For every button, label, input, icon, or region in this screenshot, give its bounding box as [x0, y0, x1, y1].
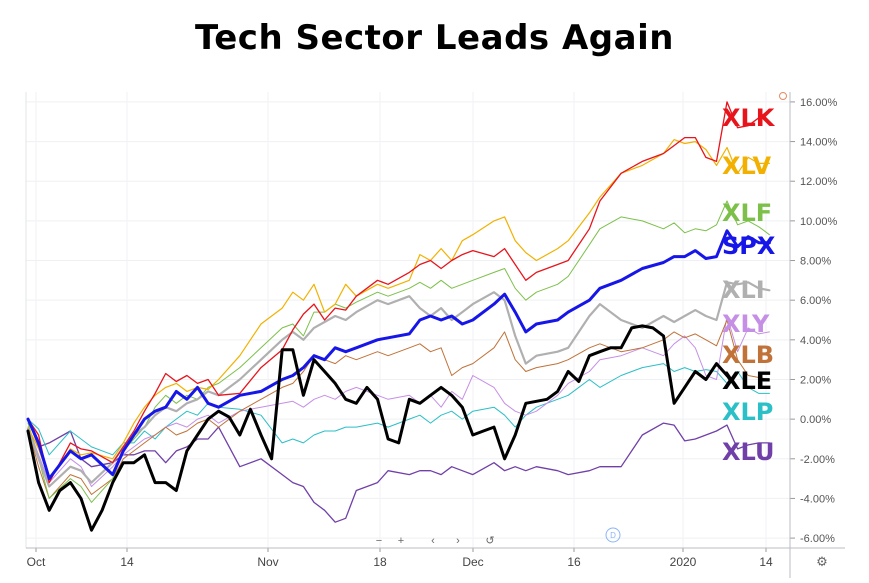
- zoom-in-button[interactable]: +: [398, 535, 404, 547]
- legend-label-spx: SPX: [722, 232, 776, 260]
- y-tick-label: -2.00%: [800, 454, 835, 466]
- legend-label-xlf: XLF: [722, 199, 772, 227]
- series-line-xli: [26, 281, 771, 488]
- x-tick-label: 14: [120, 555, 134, 569]
- y-tick-label: 2.00%: [800, 374, 831, 386]
- x-axis-ticks: Oct 14 Nov 18 Dec 16 2020 14: [27, 548, 773, 569]
- settings-gear-icon[interactable]: ⚙: [816, 555, 828, 570]
- legend-label-xly: XLY: [722, 310, 770, 338]
- y-tick-label: -4.00%: [800, 493, 835, 505]
- series-lines: [26, 101, 771, 532]
- reset-button[interactable]: ↺: [485, 535, 494, 547]
- y-tick-label: -6.00%: [800, 533, 835, 545]
- x-tick-label: 18: [373, 555, 387, 569]
- scroll-right-button[interactable]: ›: [456, 535, 460, 547]
- x-tick-label: 16: [567, 555, 581, 569]
- y-tick-label: 10.00%: [800, 216, 838, 228]
- legend-label-xlb: XLB: [722, 341, 774, 369]
- chart-title: Tech Sector Leads Again: [195, 18, 674, 58]
- series-line-xlf: [27, 200, 770, 503]
- marker-badge-icon[interactable]: [605, 527, 621, 543]
- chart-frame: [25, 92, 845, 578]
- y-tick-label: 14.00%: [800, 137, 838, 149]
- y-axis-ticks: 16.00% 14.00% 12.00% 10.00% 8.00% 6.00% 4.00% 2…: [790, 97, 838, 545]
- y-tick-label: 0.00%: [800, 414, 831, 426]
- series-line-xlk: [27, 101, 771, 484]
- scroll-left-button[interactable]: ‹: [431, 535, 435, 547]
- alert-marker-icon: [779, 92, 787, 100]
- series-line-xle: [26, 324, 729, 532]
- y-tick-label: 6.00%: [800, 295, 831, 307]
- legend-label-xlk: XLK: [722, 104, 776, 132]
- x-tick-label: 2020: [670, 555, 697, 569]
- x-tick-label: Oct: [27, 555, 46, 569]
- marker-badge-label: D: [610, 531, 616, 540]
- chart-controls: − + ‹ › ↺ D ⚙: [376, 92, 828, 570]
- series-line-xlu: [27, 418, 771, 523]
- series-line-xlb: [27, 319, 770, 499]
- series-line-spx: [26, 229, 771, 481]
- grid: [26, 92, 790, 548]
- legend-label-xlv: XLV: [722, 152, 771, 180]
- legend-label-xli: XLI: [722, 276, 765, 304]
- x-tick-label: Nov: [257, 555, 278, 569]
- x-tick-label: 14: [759, 555, 773, 569]
- legend-label-xlp: XLP: [722, 398, 773, 426]
- zoom-out-button[interactable]: −: [376, 535, 382, 547]
- legend-label-xle: XLE: [722, 367, 772, 395]
- legend-label-xlu: XLU: [722, 438, 774, 466]
- y-tick-label: 16.00%: [800, 97, 838, 109]
- series-line-xly: [27, 315, 770, 487]
- y-tick-label: 4.00%: [800, 335, 831, 347]
- y-tick-label: 8.00%: [800, 256, 831, 268]
- y-tick-label: 12.00%: [800, 176, 838, 188]
- x-tick-label: Dec: [462, 555, 483, 569]
